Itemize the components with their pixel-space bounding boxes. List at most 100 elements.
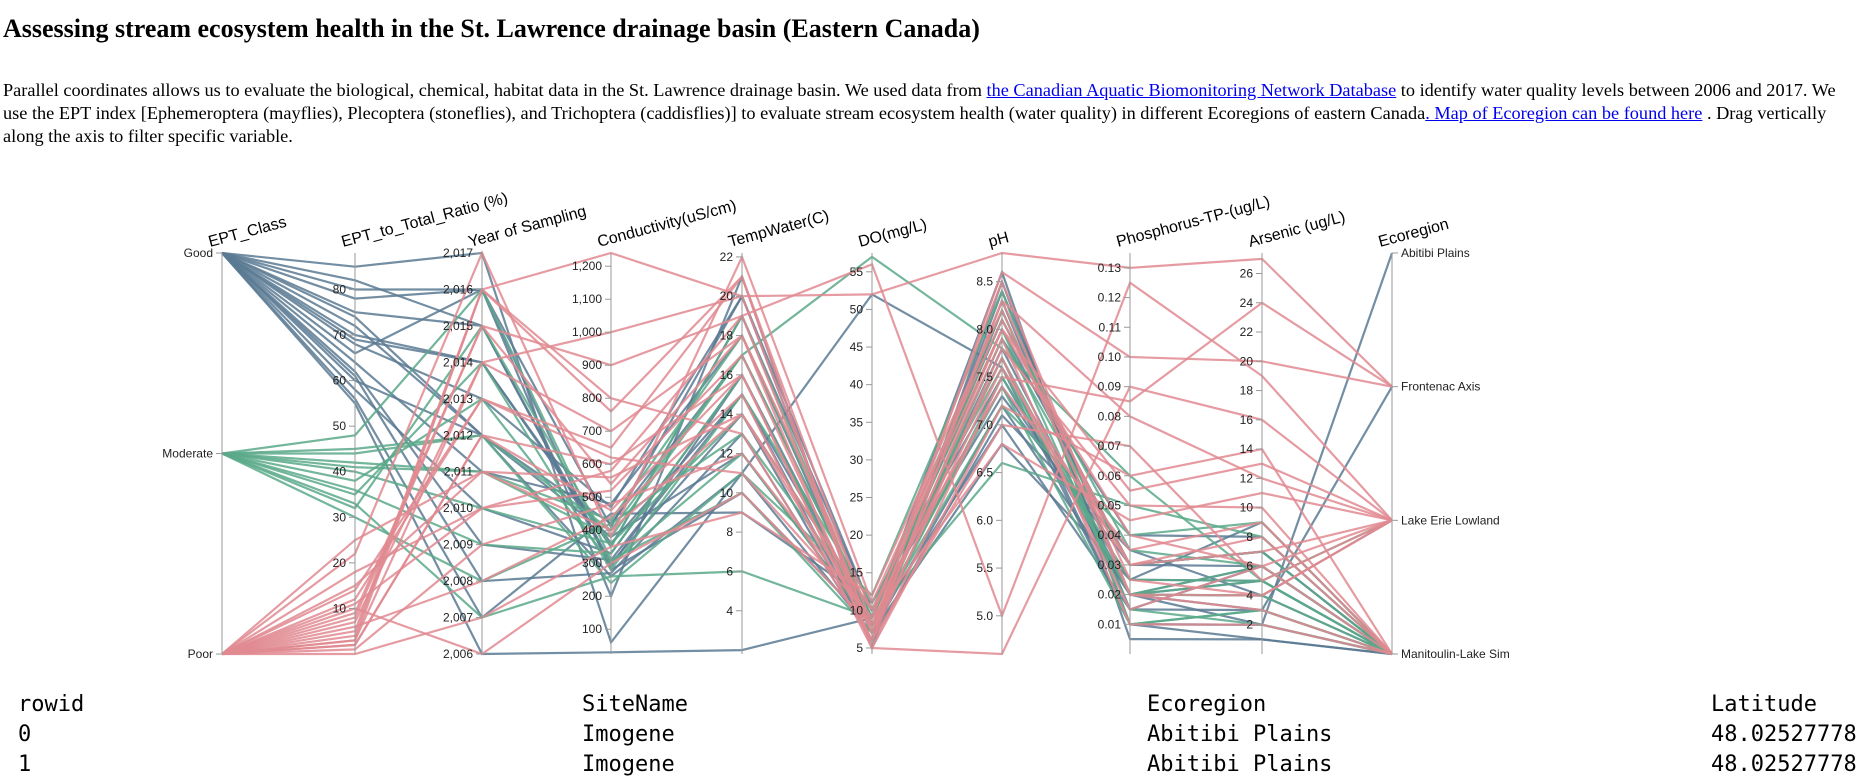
tick-label: 600 xyxy=(582,457,602,471)
tick-label: 24 xyxy=(1240,296,1254,310)
tick-label: 8 xyxy=(1246,530,1253,544)
tick-label: 0.03 xyxy=(1098,558,1122,572)
tick-label: 2,012 xyxy=(443,428,473,442)
data-line-poor xyxy=(221,355,1393,655)
tick-label: 70 xyxy=(333,328,347,342)
tick-label: Lake Erie Lowland xyxy=(1401,513,1500,527)
tick-label: Poor xyxy=(188,647,213,661)
tick-label: 10 xyxy=(333,601,347,615)
tick-label: 40 xyxy=(333,465,347,479)
axis-ept-class[interactable]: Good Moderate Poor EPT_Class xyxy=(162,214,288,661)
tick-label: 500 xyxy=(582,490,602,504)
page-title: Assessing stream ecosystem health in the… xyxy=(3,14,980,43)
tick-label: 15 xyxy=(850,566,864,580)
table-header-row: rowid SiteName Ecoregion Latitude xyxy=(0,690,1867,720)
tick-label: Good xyxy=(184,246,213,260)
axis-title: pH xyxy=(987,229,1011,251)
cell-rowid: 0 xyxy=(18,722,32,747)
tick-label: 30 xyxy=(333,510,347,524)
tick-label: 50 xyxy=(850,302,864,316)
tick-label: 2,016 xyxy=(443,282,473,296)
tick-label: 10 xyxy=(850,603,864,617)
tick-label: 2,009 xyxy=(443,538,473,552)
tick-label: 26 xyxy=(1240,266,1254,280)
tick-label: 2,017 xyxy=(443,246,473,260)
column-header-ecoregion: Ecoregion xyxy=(1147,692,1267,717)
tick-label: 800 xyxy=(582,391,602,405)
canadian-database-link[interactable]: the Canadian Aquatic Biomonitoring Netwo… xyxy=(986,80,1397,100)
intro-paragraph: Parallel coordinates allows us to evalua… xyxy=(3,79,1853,148)
data-line-poor xyxy=(221,397,1393,655)
tick-label: 5 xyxy=(856,641,863,655)
tick-label: 900 xyxy=(582,358,602,372)
tick-label: 50 xyxy=(333,419,347,433)
data-line-poor xyxy=(222,307,1393,656)
tick-label: 12 xyxy=(720,447,734,461)
tick-label: Manitoulin-Lake Sim xyxy=(1401,647,1510,661)
data-line-poor xyxy=(221,274,1393,656)
axis-title: DO(mg/L) xyxy=(857,216,929,251)
intro-text-2: to identify water quality levels between… xyxy=(3,80,1836,123)
ecoregion-map-link[interactable]: . Map of Ecoregion can be found here xyxy=(1425,103,1703,123)
tick-label: 22 xyxy=(1240,325,1254,339)
tick-label: 6 xyxy=(726,564,733,578)
tick-label: 4 xyxy=(1246,588,1253,602)
table-row: 0 Imogene Abitibi Plains 48.02527778 xyxy=(0,720,1867,750)
tick-label: 400 xyxy=(582,523,602,537)
tick-label: 700 xyxy=(582,424,602,438)
column-header-sitename: SiteName xyxy=(582,692,688,717)
axis-title: Arsenic (ug/L) xyxy=(1247,209,1348,251)
data-line-poor xyxy=(221,250,1393,655)
cell-sitename: Imogene xyxy=(582,752,675,777)
data-line-poor xyxy=(221,274,1393,656)
axis-ph[interactable]: 5.0 5.5 6.0 6.5 7.0 7.5 8.0 8.5 pH xyxy=(976,229,1011,654)
tick-label: 8.0 xyxy=(976,322,993,336)
tick-label: 1,200 xyxy=(572,259,602,273)
data-line-good xyxy=(221,252,1393,656)
intro-text-3: . Drag vertically along the axis to filt… xyxy=(3,103,1827,146)
cell-latitude: 48.02527778 xyxy=(1711,722,1857,747)
tick-label: 2,013 xyxy=(443,392,473,406)
tick-label: 4 xyxy=(726,604,733,618)
tick-label: 1,000 xyxy=(572,325,602,339)
axis-year-of-sampling[interactable]: 2,006 2,007 2,008 2,009 2,010 2,011 2,012 2,013… xyxy=(443,203,588,661)
tick-label: 60 xyxy=(333,374,347,388)
tick-label: 0.05 xyxy=(1098,498,1122,512)
tick-label: 0.10 xyxy=(1098,350,1122,364)
tick-label: 25 xyxy=(850,491,864,505)
tick-label: 0.07 xyxy=(1098,439,1122,453)
tick-label: 0.11 xyxy=(1099,320,1122,334)
tick-label: 2,014 xyxy=(443,355,473,369)
tick-label: 7.5 xyxy=(976,370,993,384)
tick-label: 2 xyxy=(1246,618,1253,632)
tick-label: 0.06 xyxy=(1098,469,1122,483)
tick-label: 6.5 xyxy=(976,466,993,480)
tick-label: 22 xyxy=(720,250,734,264)
cell-latitude: 48.02527778 xyxy=(1711,752,1857,777)
data-line-good xyxy=(221,251,1393,656)
column-header-rowid: rowid xyxy=(18,692,85,717)
tick-label: 1,100 xyxy=(572,292,602,306)
data-table: rowid SiteName Ecoregion Latitude 0 Imog… xyxy=(0,690,1867,780)
tick-label: 8.5 xyxy=(976,275,993,289)
tick-label: 0.13 xyxy=(1098,261,1122,275)
parallel-coordinates-chart[interactable]: Good Moderate Poor EPT_Class 10 20 30 40 50 60 70 8… xyxy=(0,160,1867,670)
tick-label: 20 xyxy=(720,289,734,303)
tick-label: 80 xyxy=(333,282,347,296)
tick-label: 2,011 xyxy=(444,465,473,479)
tick-label: 6.0 xyxy=(976,513,993,527)
tick-label: 20 xyxy=(850,528,864,542)
tick-label: 0.12 xyxy=(1098,291,1122,305)
tick-label: 16 xyxy=(720,368,734,382)
tick-label: 8 xyxy=(726,525,733,539)
tick-label: 16 xyxy=(1240,413,1254,427)
tick-label: 2,015 xyxy=(443,319,473,333)
tick-label: 10 xyxy=(720,486,734,500)
tick-label: 55 xyxy=(850,265,864,279)
data-line-poor xyxy=(221,336,1393,656)
axis-ecoregion[interactable]: Abitibi Plains Frontenac Axis Lake Erie Lo… xyxy=(1377,216,1510,661)
axis-title: EPT_Class xyxy=(207,214,289,251)
tick-label: Moderate xyxy=(162,447,213,461)
data-line-good xyxy=(221,251,1393,656)
